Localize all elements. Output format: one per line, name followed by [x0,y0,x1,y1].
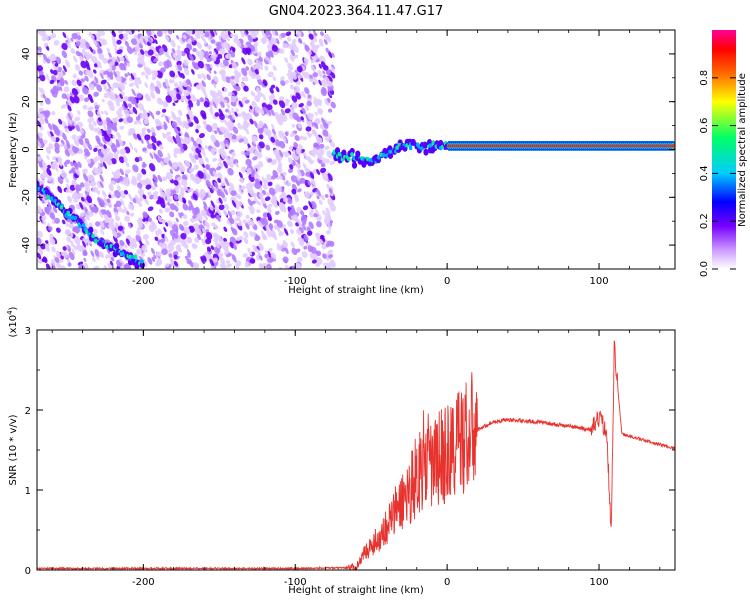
y-tick-label: -20 [21,189,32,205]
y-tick-label: -40 [21,237,32,253]
snr-multiplier-exp: 4 [6,310,14,315]
colorbar-tick-label: 0.6 [699,118,710,134]
x-tick-label: 100 [590,276,609,287]
spectrogram-noise [37,30,337,269]
y-tick-label: 20 [21,95,32,108]
snr-ticks: -200 -100 0 100 0 1 2 3 [25,326,675,588]
spectrogram-feature [331,138,675,169]
snr-frame [36,329,676,571]
x-tick-label: 0 [444,276,450,287]
y-tick-label: 3 [25,326,31,337]
y-tick-label: 1 [25,486,31,497]
colorbar: 0.0 0.2 0.4 0.6 0.8 Normalized spectral ampl… [699,30,748,277]
snr-multiplier: (x104) [6,306,19,337]
x-tick-label: 100 [590,577,609,588]
colorbar-label: Normalized spectral amplitude [737,73,748,227]
spectrogram-xlabel: Height of straight line (km) [288,285,424,296]
y-tick-label: 0 [25,566,31,577]
y-tick-label: 0 [21,146,32,152]
x-tick-label: -100 [284,276,307,287]
spectrogram-image [37,30,675,269]
colorbar-tick-label: 0.0 [699,261,710,277]
colorbar-ticks: 0.0 0.2 0.4 0.6 0.8 [699,70,736,277]
svg-text:(x104): (x104) [6,306,19,337]
spectrogram-feature [37,180,145,269]
y-tick-label: 40 [21,48,32,61]
y-tick-label: 2 [25,406,31,417]
snr-xlabel: Height of straight line (km) [288,585,424,596]
snr-line [37,340,675,570]
x-tick-label: -200 [132,276,155,287]
x-tick-label: 0 [444,577,450,588]
snr-multiplier-base: (x10 [8,315,19,338]
colorbar-gradient [712,30,736,269]
snr-plot-area [37,340,675,570]
figure-title: GN04.2023.364.11.47.G17 [269,4,444,19]
colorbar-tick-label: 0.8 [699,70,710,86]
colorbar-tick-label: 0.2 [699,213,710,229]
x-tick-label: -200 [132,577,155,588]
colorbar-tick-label: 0.4 [699,165,710,181]
spectrogram-ylabel: Frequency (Hz) [8,112,19,188]
x-tick-label: -100 [284,577,307,588]
snr-panel: -200 -100 0 100 0 1 2 3 Height of straight line… [6,306,676,596]
snr-ylabel: SNR (10 * v/v) [8,414,19,485]
